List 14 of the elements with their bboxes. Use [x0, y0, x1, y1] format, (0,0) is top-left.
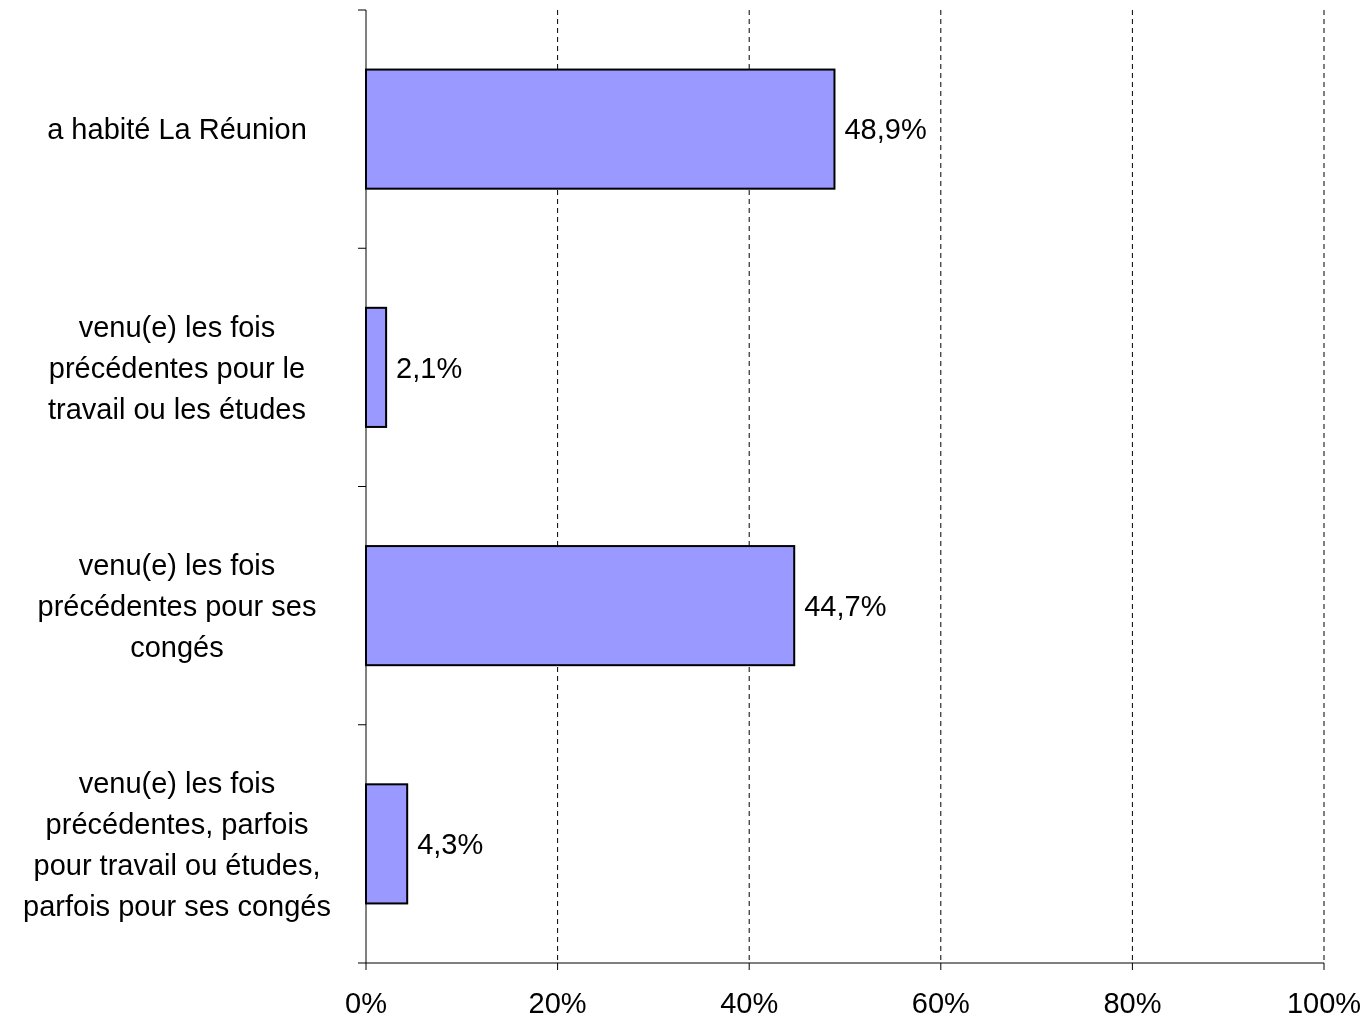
x-tick-label: 20%	[528, 987, 587, 1019]
data-label: 44,7%	[804, 589, 887, 622]
data-label: 4,3%	[417, 828, 484, 861]
x-tick-label: 40%	[720, 987, 779, 1019]
y-tick-label: venu(e) les fois précédentes, parfois pour travail ou études, parfois pour ses congés	[23, 766, 331, 922]
data-label: 48,9%	[844, 113, 927, 146]
data-label: 2,1%	[396, 351, 463, 384]
y-tick-label: a habité La Réunion	[47, 113, 307, 146]
y-tick-label: venu(e) les fois précédentes pour ses congés	[37, 548, 317, 663]
x-tick-label: 80%	[1103, 987, 1162, 1019]
x-tick-label: 100%	[1286, 987, 1362, 1019]
x-tick-label: 60%	[911, 987, 970, 1019]
y-tick-label: venu(e) les fois précédentes pour le travail ou les études	[48, 310, 306, 425]
x-tick-label: 0%	[345, 987, 387, 1019]
